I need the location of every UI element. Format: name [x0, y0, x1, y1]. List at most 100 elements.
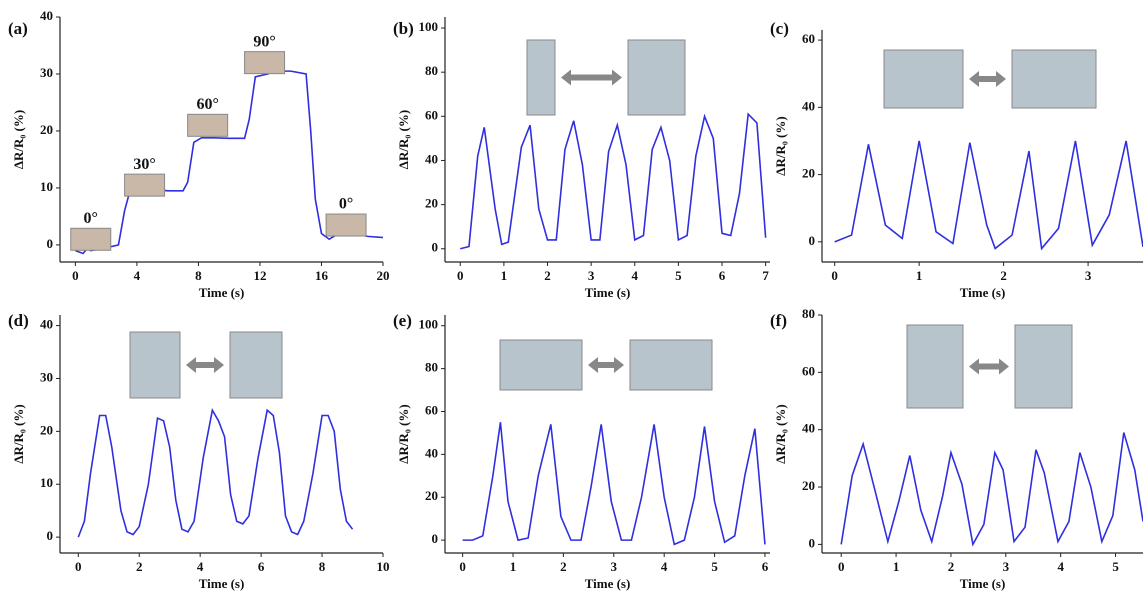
- x-tick-label: 12: [253, 268, 266, 283]
- y-axis-label: ΔR/R₀ (%): [396, 404, 411, 463]
- photo: [244, 51, 286, 75]
- y-tick-label: 60: [425, 402, 438, 417]
- y-tick-label: 0: [47, 528, 54, 543]
- x-tick-label: 4: [1057, 559, 1064, 574]
- x-tick-label: 2: [1000, 268, 1007, 283]
- data-line: [460, 112, 767, 250]
- y-tick-label: 40: [40, 8, 53, 23]
- x-tick-label: 3: [588, 268, 595, 283]
- y-tick-label: 40: [40, 317, 53, 332]
- y-tick-label: 40: [802, 421, 815, 436]
- panel-label: (b): [393, 19, 414, 38]
- y-tick-label: 20: [40, 122, 53, 137]
- x-axis-label: Time (s): [199, 576, 245, 591]
- panel-label: (a): [8, 19, 28, 38]
- y-axis-label: ΔR/R₀ (%): [773, 116, 788, 175]
- y-tick-label: 40: [802, 98, 815, 113]
- x-axis-label: Time (s): [585, 576, 631, 591]
- y-tick-label: 30: [40, 369, 53, 384]
- y-tick-label: 0: [47, 236, 54, 251]
- photo: [629, 339, 713, 391]
- y-tick-label: 80: [425, 63, 438, 78]
- x-tick-label: 1: [510, 559, 517, 574]
- y-axis-label: ΔR/R₀ (%): [773, 404, 788, 463]
- x-tick-label: 2: [560, 559, 567, 574]
- y-tick-label: 60: [802, 363, 815, 378]
- y-tick-label: 30: [40, 65, 53, 80]
- photo: [906, 324, 964, 409]
- photo: [325, 213, 367, 237]
- x-tick-label: 0: [831, 268, 838, 283]
- y-axis-label: ΔR/R₀ (%): [11, 404, 26, 463]
- x-tick-label: 4: [134, 268, 141, 283]
- y-axis-label: ΔR/R₀ (%): [396, 110, 411, 169]
- y-tick-label: 100: [419, 317, 439, 332]
- panel-label: (f): [770, 311, 787, 330]
- x-tick-label: 2: [948, 559, 955, 574]
- x-tick-label: 0: [72, 268, 79, 283]
- photo: [1011, 49, 1097, 109]
- x-tick-label: 0: [459, 559, 466, 574]
- x-tick-label: 1: [893, 559, 900, 574]
- x-tick-label: 1: [916, 268, 923, 283]
- x-tick-label: 4: [632, 268, 639, 283]
- data-line: [834, 140, 1143, 251]
- x-tick-label: 16: [315, 268, 329, 283]
- y-tick-label: 0: [809, 535, 816, 550]
- annotation: 30°: [133, 156, 155, 173]
- x-tick-label: 8: [195, 268, 202, 283]
- x-tick-label: 4: [197, 559, 204, 574]
- y-tick-label: 100: [419, 19, 439, 34]
- photo: [124, 173, 166, 197]
- data-line: [77, 407, 354, 538]
- photo: [187, 113, 229, 137]
- annotation: 0°: [339, 196, 353, 213]
- annotation: 60°: [196, 96, 218, 113]
- y-tick-label: 80: [802, 306, 815, 321]
- y-tick-label: 80: [425, 360, 438, 375]
- x-tick-label: 2: [136, 559, 143, 574]
- y-tick-label: 20: [425, 488, 438, 503]
- y-axis-label: ΔR/R₀ (%): [11, 110, 26, 169]
- x-tick-label: 4: [661, 559, 668, 574]
- photo: [129, 331, 181, 399]
- photo: [1014, 324, 1073, 409]
- photo: [526, 39, 556, 116]
- y-tick-label: 40: [425, 151, 438, 166]
- y-tick-label: 0: [432, 240, 439, 255]
- y-tick-label: 60: [425, 107, 438, 122]
- double-arrow: [588, 357, 624, 373]
- x-tick-label: 3: [1003, 559, 1010, 574]
- x-tick-label: 20: [377, 268, 390, 283]
- x-tick-label: 6: [719, 268, 726, 283]
- y-tick-label: 20: [802, 166, 815, 181]
- x-axis-label: Time (s): [960, 285, 1006, 300]
- x-tick-label: 3: [1085, 268, 1092, 283]
- x-tick-label: 10: [377, 559, 390, 574]
- double-arrow: [969, 358, 1009, 375]
- y-tick-label: 0: [809, 233, 816, 248]
- y-tick-label: 60: [802, 31, 815, 46]
- x-tick-label: 7: [762, 268, 769, 283]
- x-tick-label: 5: [711, 559, 718, 574]
- x-tick-label: 8: [319, 559, 326, 574]
- x-tick-label: 5: [1112, 559, 1119, 574]
- y-tick-label: 20: [40, 422, 53, 437]
- x-tick-label: 0: [457, 268, 464, 283]
- photo: [627, 39, 686, 116]
- photo: [229, 331, 283, 399]
- y-tick-label: 10: [40, 475, 53, 490]
- y-tick-label: 40: [425, 445, 438, 460]
- data-line: [840, 432, 1143, 547]
- x-tick-label: 0: [838, 559, 845, 574]
- x-axis-label: Time (s): [960, 576, 1006, 591]
- double-arrow: [561, 69, 622, 86]
- data-line: [462, 422, 766, 546]
- x-tick-label: 2: [544, 268, 551, 283]
- panel-label: (c): [770, 19, 789, 38]
- y-tick-label: 20: [802, 478, 815, 493]
- data-line: [75, 70, 384, 255]
- x-tick-label: 5: [675, 268, 682, 283]
- photo: [499, 339, 583, 391]
